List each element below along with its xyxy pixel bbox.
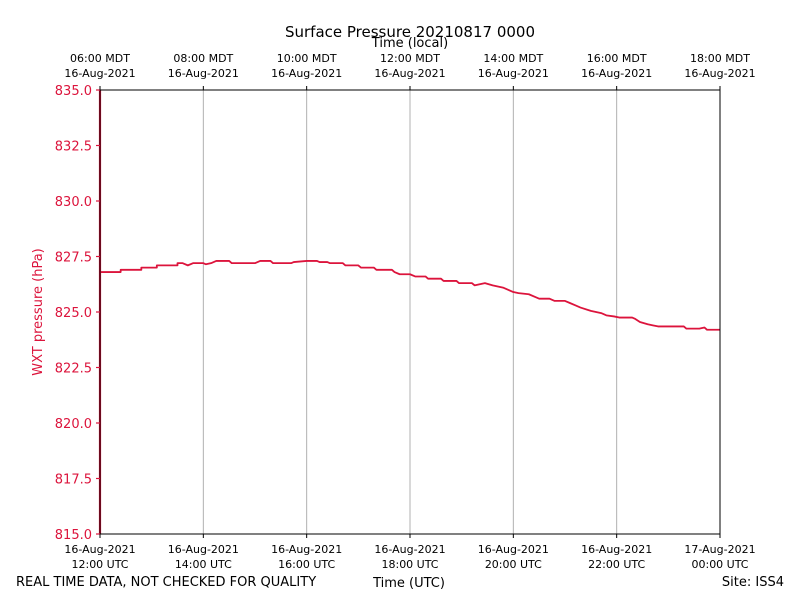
site-label: Site: ISS4: [721, 575, 784, 590]
top-x-tick-label: 10:00 MDT 16-Aug-2021: [271, 52, 342, 80]
top-x-tick-label: 18:00 MDT 16-Aug-2021: [684, 52, 755, 80]
x-axis-bottom: 16-Aug-2021 12:00 UTC 16-Aug-2021 14:00 UTC…: [64, 534, 756, 571]
y-tick-label: 815.0: [55, 528, 92, 543]
top-x-tick-label: 06:00 MDT 16-Aug-2021: [64, 52, 135, 80]
x-axis-top: 06:00 MDT 16-Aug-2021 08:00 MDT 16-Aug-2021…: [64, 52, 756, 90]
y-tick-label: 820.0: [55, 417, 92, 432]
top-x-tick-label: 14:00 MDT 16-Aug-2021: [478, 52, 549, 80]
y-tick-label: 830.0: [55, 195, 92, 210]
top-x-tick-label: 08:00 MDT 16-Aug-2021: [168, 52, 239, 80]
x-tick-label: 16-Aug-2021 18:00 UTC: [374, 543, 445, 571]
y-tick-label: 832.5: [55, 140, 92, 155]
x-tick-label: 16-Aug-2021 12:00 UTC: [64, 543, 135, 571]
chart-title: Surface Pressure 20210817 0000: [285, 23, 535, 41]
top-axis-title: Time (local): [371, 36, 448, 51]
x-tick-label: 16-Aug-2021 16:00 UTC: [271, 543, 342, 571]
x-tick-label: 17-Aug-2021 00:00 UTC: [684, 543, 755, 571]
y-tick-label: 835.0: [55, 84, 92, 99]
y-tick-label: 825.0: [55, 306, 92, 321]
x-axis-label: Time (UTC): [373, 576, 445, 591]
top-x-tick-label: 12:00 MDT 16-Aug-2021: [374, 52, 445, 80]
y-tick-label: 827.5: [55, 251, 92, 266]
y-tick-label: 822.5: [55, 362, 92, 377]
quality-disclaimer: REAL TIME DATA, NOT CHECKED FOR QUALITY: [16, 575, 317, 590]
y-tick-label: 817.5: [55, 473, 92, 488]
x-tick-label: 16-Aug-2021 14:00 UTC: [168, 543, 239, 571]
y-axis-label: WXT pressure (hPa): [31, 248, 46, 376]
top-x-tick-label: 16:00 MDT 16-Aug-2021: [581, 52, 652, 80]
x-tick-label: 16-Aug-2021 22:00 UTC: [581, 543, 652, 571]
gridlines: [202, 90, 618, 534]
y-axis: 815.0 817.5 820.0 822.5 825.0 827.5 830.0 832.5…: [55, 84, 100, 543]
series-line: [99, 90, 720, 331]
x-tick-label: 16-Aug-2021 20:00 UTC: [478, 543, 549, 571]
